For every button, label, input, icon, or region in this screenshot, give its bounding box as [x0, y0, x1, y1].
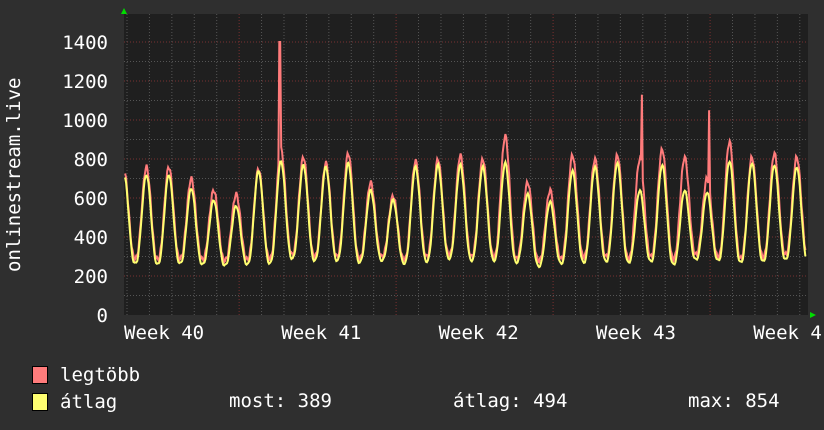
x-tick-label: Week 42 — [439, 322, 519, 344]
y-axis-arrow-icon — [121, 8, 127, 14]
x-tick-label: Week 43 — [596, 322, 676, 344]
y-tick-label: 1400 — [62, 32, 108, 54]
legend-swatch-avg — [32, 393, 48, 411]
y-tick-label: 1200 — [62, 71, 108, 93]
x-tick-label: Week 41 — [281, 322, 361, 344]
x-axis-arrow-icon — [810, 312, 816, 318]
stat-atlag: átlag: 494 — [453, 390, 567, 412]
stat-most-value: 389 — [297, 390, 332, 412]
y-tick-label: 600 — [74, 188, 108, 210]
y-tick-label: 1000 — [62, 110, 108, 132]
legend-item-max: legtöbb — [32, 364, 140, 386]
legend-label-max: legtöbb — [60, 364, 141, 386]
stat-atlag-value: 494 — [533, 390, 568, 412]
stat-max: max: 854 — [688, 390, 780, 412]
y-tick-label: 400 — [74, 227, 108, 249]
stat-most-label: most: — [229, 390, 287, 412]
series-line-avg — [124, 158, 807, 269]
y-tick-label: 0 — [97, 305, 108, 327]
stat-max-value: 854 — [745, 390, 780, 412]
x-tick-label: Week 4 — [753, 322, 822, 344]
stat-most: most: 389 — [229, 390, 332, 412]
x-tick-label: Week 40 — [124, 322, 204, 344]
series-lines — [124, 41, 807, 269]
x-ticks: Week 40 Week 41 Week 42 Week 43 Week 4 — [124, 322, 822, 344]
legend-swatch-max — [32, 366, 48, 384]
legend-item-avg: átlag — [32, 391, 117, 413]
legend-label-avg: átlag — [60, 391, 118, 413]
y-tick-label: 800 — [74, 149, 108, 171]
stat-max-label: max: — [688, 390, 734, 412]
y-ticks: 0 200 400 600 800 1000 1200 1400 — [62, 32, 108, 327]
y-tick-label: 200 — [74, 266, 108, 288]
plot-area — [124, 14, 808, 315]
stat-atlag-label: átlag: — [453, 390, 522, 412]
y-axis-label: onlinestream.live — [3, 78, 25, 272]
